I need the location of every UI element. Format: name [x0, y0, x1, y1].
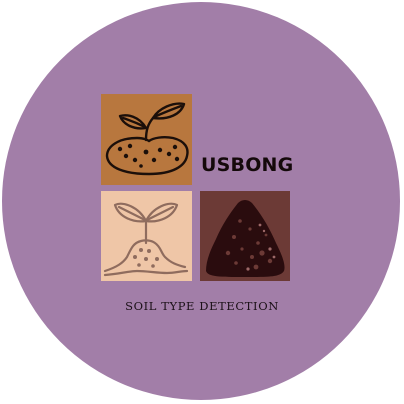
- soil-pile-icon: [206, 200, 285, 277]
- sprout-soil-tile: [101, 191, 192, 281]
- sprout-soil-icon: [103, 202, 189, 277]
- brand-name: USBONG: [201, 154, 294, 176]
- soil-pile-tile: [200, 191, 290, 281]
- seedling-soil-icon: [105, 102, 189, 176]
- tagline: SOIL TYPE DETECTION: [125, 299, 279, 313]
- seed-soil-tile: [101, 94, 192, 185]
